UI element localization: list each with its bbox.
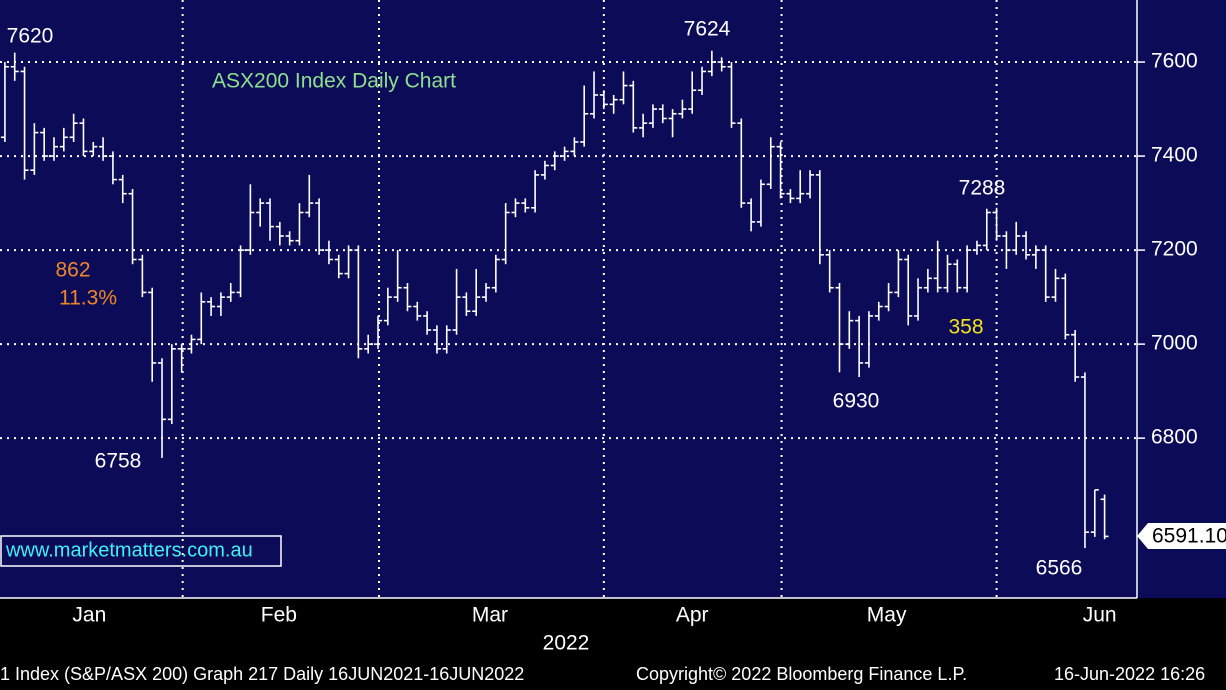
annotation: 11.3% [59,287,117,310]
annotation: 6758 [95,450,142,473]
annotation: 7624 [684,18,731,41]
x-tick-label: Jun [1083,604,1117,627]
watermark: www.marketmatters.com.au [5,539,253,561]
annotation: 7620 [7,25,54,48]
y-tick-label: 6800 [1151,426,1198,449]
watermark-box [0,535,282,567]
footer-copyright: Copyright© 2022 Bloomberg Finance L.P. [636,664,967,684]
chart-title: ASX200 Index Daily Chart [212,70,456,93]
x-tick-label: Jan [72,604,106,627]
y-tick-label: 7200 [1151,238,1198,261]
footer-date: 16-Jun-2022 16:26 [1054,664,1205,684]
last-price-box [1137,523,1226,549]
annotation: 6566 [1036,557,1083,580]
x-tick-label: Mar [472,604,508,627]
annotation: 6930 [833,390,880,413]
x-tick-label: May [867,604,907,627]
last-price-label: 6591.10 [1152,525,1226,548]
y-tick-label: 7400 [1151,144,1198,167]
plot-background [0,0,1226,598]
x-tick-label: Apr [676,604,709,627]
annotation: 862 [55,259,90,282]
footer-left: 1 Index (S&P/ASX 200) Graph 217 Daily 16… [0,664,524,684]
y-tick-label: 7600 [1151,50,1198,73]
x-axis-year: 2022 [543,632,590,655]
annotation: 358 [948,316,983,339]
x-tick-label: Feb [261,604,297,627]
y-tick-label: 7000 [1151,332,1198,355]
annotation: 7288 [959,177,1006,200]
